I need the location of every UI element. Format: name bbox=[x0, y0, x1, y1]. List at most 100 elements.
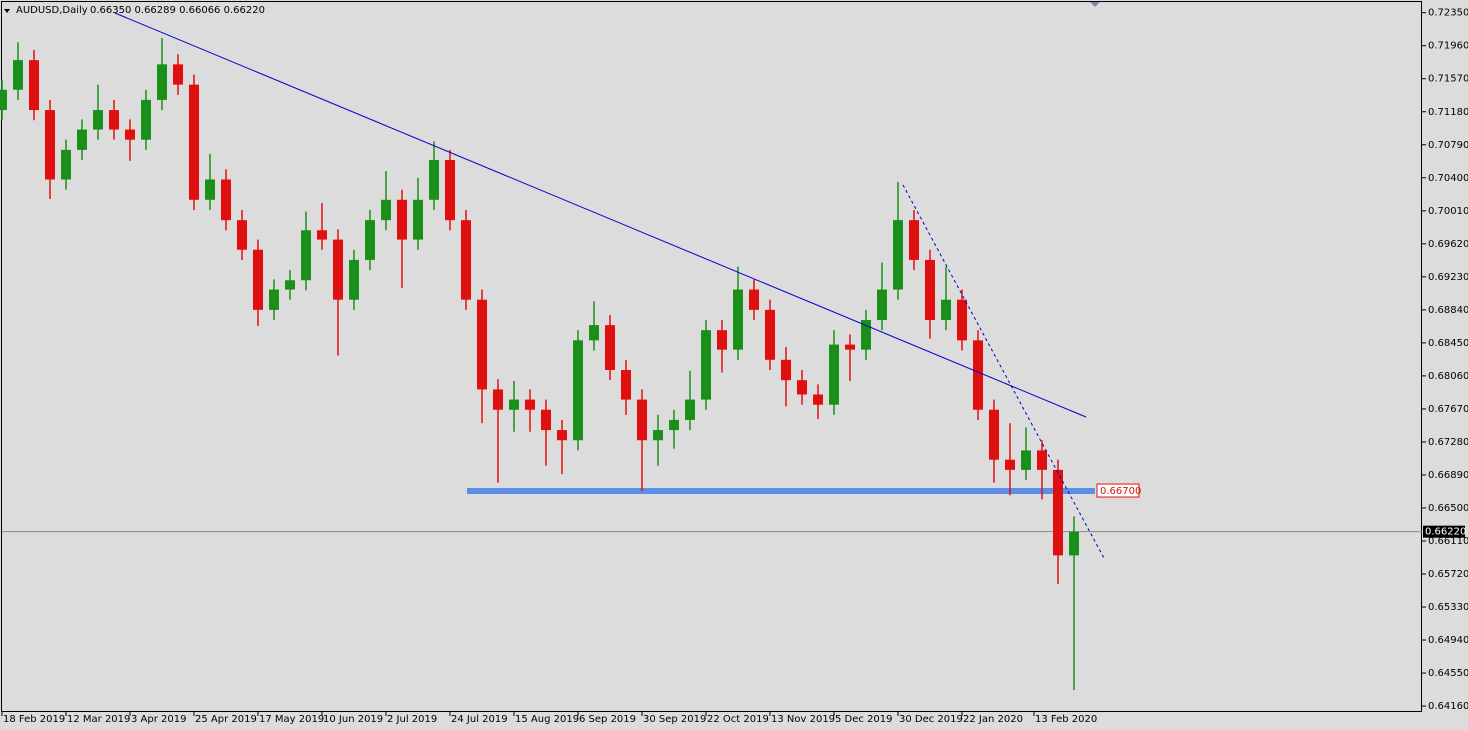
candle-body bbox=[877, 289, 887, 321]
x-tick-label: 30 Dec 2019 bbox=[899, 714, 963, 725]
y-tick-label: 0.68840 bbox=[1428, 305, 1468, 316]
candle-body bbox=[685, 399, 695, 420]
candle-body bbox=[221, 179, 231, 221]
candle-body bbox=[957, 299, 967, 341]
candle-body bbox=[13, 60, 23, 90]
y-tick-label: 0.66500 bbox=[1428, 503, 1468, 514]
candle-body bbox=[893, 220, 903, 290]
candle-body bbox=[445, 160, 455, 221]
y-tick-label: 0.64940 bbox=[1428, 635, 1468, 646]
candle-body bbox=[749, 289, 759, 310]
candle-body bbox=[317, 230, 327, 240]
candle-body bbox=[349, 259, 359, 300]
y-tick-label: 0.67280 bbox=[1428, 437, 1468, 448]
x-tick-label: 3 Apr 2019 bbox=[131, 714, 186, 725]
candle-body bbox=[109, 110, 119, 130]
trendline-dashed bbox=[902, 184, 1106, 561]
candle-body bbox=[461, 220, 471, 300]
candle-body bbox=[381, 199, 391, 221]
candle-body bbox=[125, 129, 135, 140]
x-tick-label: 10 Jun 2019 bbox=[323, 714, 383, 725]
y-tick-label: 0.70010 bbox=[1428, 206, 1468, 217]
candle-body bbox=[29, 60, 39, 111]
candle-body bbox=[541, 409, 551, 431]
candle-body bbox=[845, 344, 855, 350]
y-tick-label: 0.65330 bbox=[1428, 602, 1468, 613]
candle-body bbox=[253, 249, 263, 310]
candle-body bbox=[237, 220, 247, 250]
candle-body bbox=[1005, 459, 1015, 470]
y-tick-label: 0.70400 bbox=[1428, 173, 1468, 184]
candle-body bbox=[45, 110, 55, 180]
menu-arrow bbox=[4, 9, 10, 13]
candle-body bbox=[1069, 531, 1079, 556]
candle-body bbox=[509, 399, 519, 410]
y-tick-label: 0.66110 bbox=[1428, 536, 1468, 547]
x-tick-label: 5 Dec 2019 bbox=[835, 714, 893, 725]
x-tick-label: 25 Apr 2019 bbox=[195, 714, 257, 725]
candle-body bbox=[189, 84, 199, 200]
candle-body bbox=[269, 289, 279, 310]
y-tick-label: 0.71960 bbox=[1428, 41, 1468, 52]
y-tick-label: 0.71180 bbox=[1428, 107, 1468, 118]
x-tick-label: 22 Oct 2019 bbox=[707, 714, 769, 725]
candle-body bbox=[589, 325, 599, 341]
candle-body bbox=[413, 199, 423, 240]
chart-title: AUDUSD,Daily bbox=[16, 5, 88, 16]
candle-body bbox=[397, 199, 407, 240]
last-price-box bbox=[1423, 525, 1465, 538]
support-label: 0.66700 bbox=[1100, 486, 1141, 497]
candle-body bbox=[365, 220, 375, 260]
y-tick-label: 0.68060 bbox=[1428, 371, 1468, 382]
y-tick-label: 0.69620 bbox=[1428, 239, 1468, 250]
candle-body bbox=[861, 320, 871, 350]
x-tick-label: 17 May 2019 bbox=[259, 714, 324, 725]
y-tick-label: 0.64550 bbox=[1428, 668, 1468, 679]
candle-body bbox=[333, 239, 343, 300]
y-tick-label: 0.72350 bbox=[1428, 8, 1468, 19]
candle-body bbox=[93, 110, 103, 130]
candle-body bbox=[669, 419, 679, 431]
candle-body bbox=[717, 330, 727, 350]
candle-body bbox=[173, 64, 183, 85]
y-tick-label: 0.69230 bbox=[1428, 272, 1468, 283]
candle-body bbox=[733, 289, 743, 350]
y-tick-label: 0.71570 bbox=[1428, 74, 1468, 85]
x-tick-label: 24 Jul 2019 bbox=[451, 714, 508, 725]
candle-body bbox=[989, 409, 999, 460]
y-tick-label: 0.64160 bbox=[1428, 701, 1468, 712]
candle-body bbox=[61, 149, 71, 180]
y-tick-label: 0.68450 bbox=[1428, 338, 1468, 349]
candle-body bbox=[1021, 450, 1031, 470]
candle-body bbox=[653, 430, 663, 441]
candle-body bbox=[525, 399, 535, 410]
candle-body bbox=[813, 394, 823, 405]
support-box bbox=[1096, 483, 1140, 498]
y-tick-label: 0.66890 bbox=[1428, 470, 1468, 481]
candle-body bbox=[285, 280, 295, 290]
candle-body bbox=[765, 309, 775, 360]
candle-body bbox=[157, 64, 167, 100]
x-tick-label: 6 Sep 2019 bbox=[579, 714, 636, 725]
x-tick-label: 30 Sep 2019 bbox=[643, 714, 706, 725]
candle-body bbox=[301, 230, 311, 281]
candle-body bbox=[701, 330, 711, 400]
candle-body bbox=[477, 299, 487, 390]
candle-body bbox=[0, 89, 7, 111]
candle-body bbox=[941, 299, 951, 321]
candle-body bbox=[429, 160, 439, 200]
candle-body bbox=[573, 340, 583, 441]
shift-marker bbox=[1090, 2, 1100, 7]
candle-body bbox=[925, 259, 935, 321]
x-tick-label: 13 Nov 2019 bbox=[771, 714, 835, 725]
candle-body bbox=[557, 430, 567, 441]
candle-body bbox=[493, 389, 503, 410]
candle-body bbox=[909, 220, 919, 260]
candle-body bbox=[605, 325, 615, 370]
x-tick-label: 12 Mar 2019 bbox=[67, 714, 130, 725]
x-tick-label: 2 Jul 2019 bbox=[387, 714, 437, 725]
candle-body bbox=[637, 399, 647, 441]
x-tick-label: 18 Feb 2019 bbox=[3, 714, 65, 725]
